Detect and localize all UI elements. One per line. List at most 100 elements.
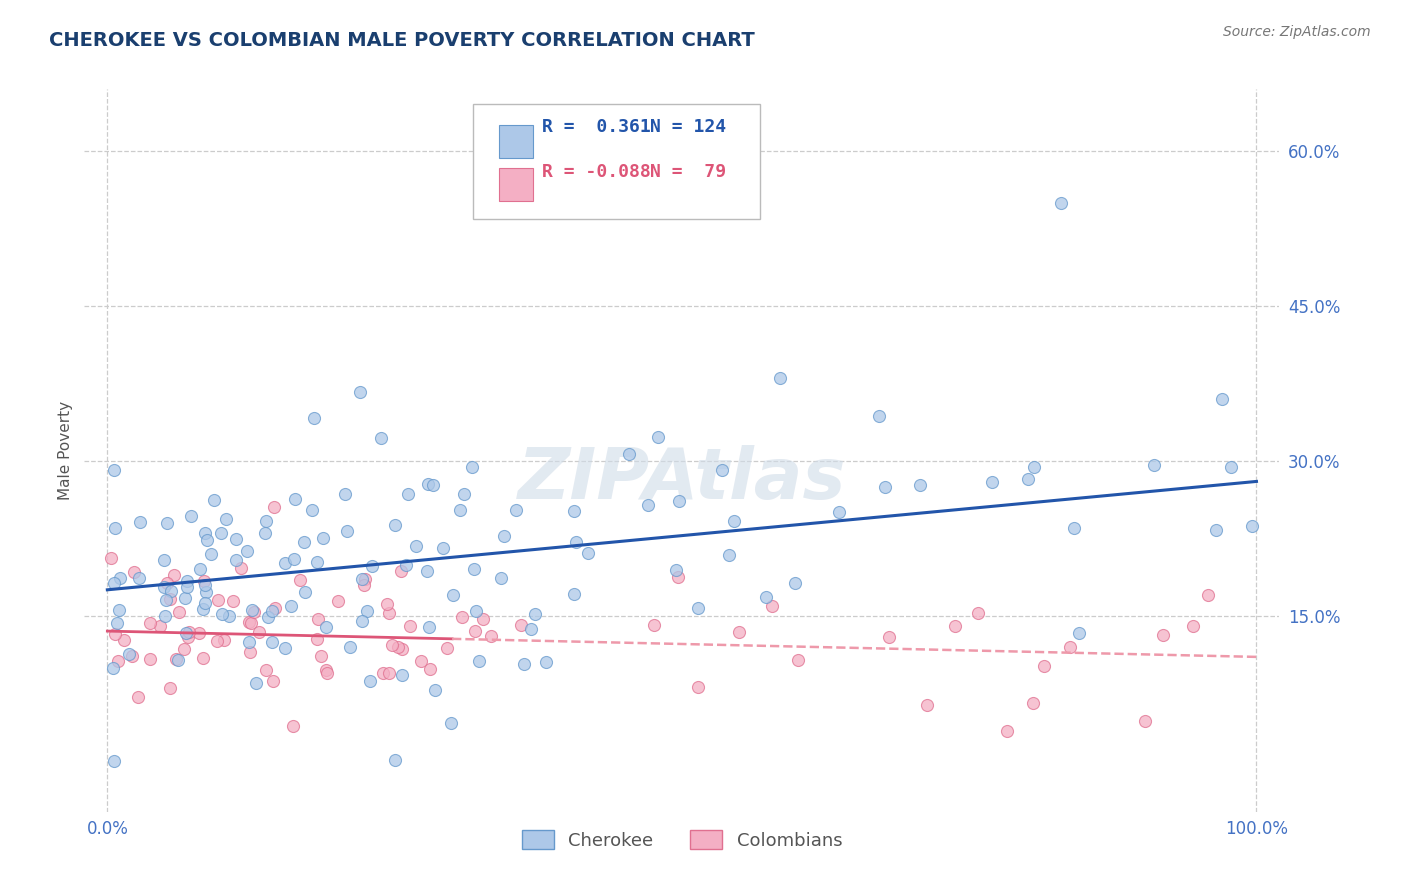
Point (238, 615, 260, 629)
Point (1133, 714, 1156, 728)
Point (668, 493, 690, 508)
Point (387, 640, 409, 655)
Point (1152, 627, 1174, 641)
Point (212, 633, 235, 648)
Point (176, 581, 198, 595)
Point (225, 532, 247, 546)
Legend: Cherokee, Colombians: Cherokee, Colombians (515, 823, 849, 857)
Point (1022, 697, 1045, 711)
Point (755, 591, 778, 605)
Point (193, 602, 215, 616)
Point (194, 596, 217, 610)
Y-axis label: Male Poverty: Male Poverty (58, 401, 73, 500)
Point (107, 654, 129, 668)
Point (464, 624, 486, 639)
Point (195, 533, 218, 547)
Point (787, 653, 810, 667)
Point (107, 603, 129, 617)
Point (294, 585, 316, 599)
Point (399, 619, 422, 633)
Point (492, 529, 515, 543)
Point (218, 608, 240, 623)
Point (128, 571, 150, 585)
Point (316, 666, 339, 681)
Point (121, 649, 143, 664)
Point (239, 645, 262, 659)
Text: R =  0.361: R = 0.361 (543, 118, 651, 136)
Point (169, 605, 191, 619)
Point (238, 634, 260, 648)
Point (215, 512, 238, 526)
Point (761, 599, 783, 613)
Point (980, 475, 1002, 489)
Point (1022, 460, 1045, 475)
Point (177, 630, 200, 644)
Point (534, 655, 557, 669)
Text: N =  79: N = 79 (650, 163, 725, 181)
Point (207, 592, 229, 607)
Point (254, 663, 277, 677)
Point (280, 599, 302, 613)
Point (520, 622, 543, 636)
Text: ZIPAtlas: ZIPAtlas (517, 445, 846, 514)
Point (995, 724, 1018, 739)
Point (163, 568, 186, 582)
Point (453, 487, 475, 501)
Point (441, 588, 464, 602)
Point (156, 576, 179, 591)
Point (155, 593, 177, 607)
Point (194, 525, 217, 540)
Point (283, 551, 305, 566)
Point (256, 609, 278, 624)
Point (152, 580, 174, 594)
Point (292, 534, 315, 549)
Point (281, 719, 304, 733)
Point (312, 531, 335, 545)
Point (288, 573, 311, 587)
Point (124, 565, 146, 579)
Point (112, 633, 135, 648)
Point (513, 657, 536, 671)
Point (395, 558, 418, 572)
Point (505, 503, 527, 517)
Point (155, 609, 177, 624)
Point (159, 591, 181, 606)
Point (166, 653, 188, 667)
Point (666, 569, 689, 583)
Point (373, 665, 395, 680)
Point (389, 564, 412, 578)
Point (105, 616, 128, 631)
Point (339, 640, 361, 655)
Point (103, 754, 125, 768)
Point (510, 617, 533, 632)
Point (1067, 626, 1090, 640)
Point (160, 584, 183, 599)
Point (1050, 195, 1073, 210)
Point (100, 550, 122, 565)
Point (229, 561, 252, 575)
Point (449, 503, 471, 517)
Point (245, 675, 267, 690)
Point (391, 642, 413, 657)
Point (335, 487, 357, 501)
Point (710, 462, 733, 476)
Point (1205, 523, 1227, 537)
Point (149, 619, 172, 633)
Point (415, 564, 437, 578)
Point (617, 447, 640, 461)
Point (489, 571, 512, 585)
Point (381, 638, 404, 652)
Text: CHEROKEE VS COLOMBIAN MALE POVERTY CORRELATION CHART: CHEROKEE VS COLOMBIAN MALE POVERTY CORRE… (49, 31, 755, 50)
Point (117, 647, 139, 661)
Point (868, 409, 890, 423)
Point (943, 618, 966, 632)
Point (307, 612, 329, 626)
Bar (499, 125, 533, 158)
Point (1017, 472, 1039, 486)
Point (247, 625, 270, 640)
Point (562, 586, 585, 600)
Point (915, 698, 938, 713)
Point (353, 578, 375, 592)
Point (375, 598, 398, 612)
Point (439, 716, 461, 731)
